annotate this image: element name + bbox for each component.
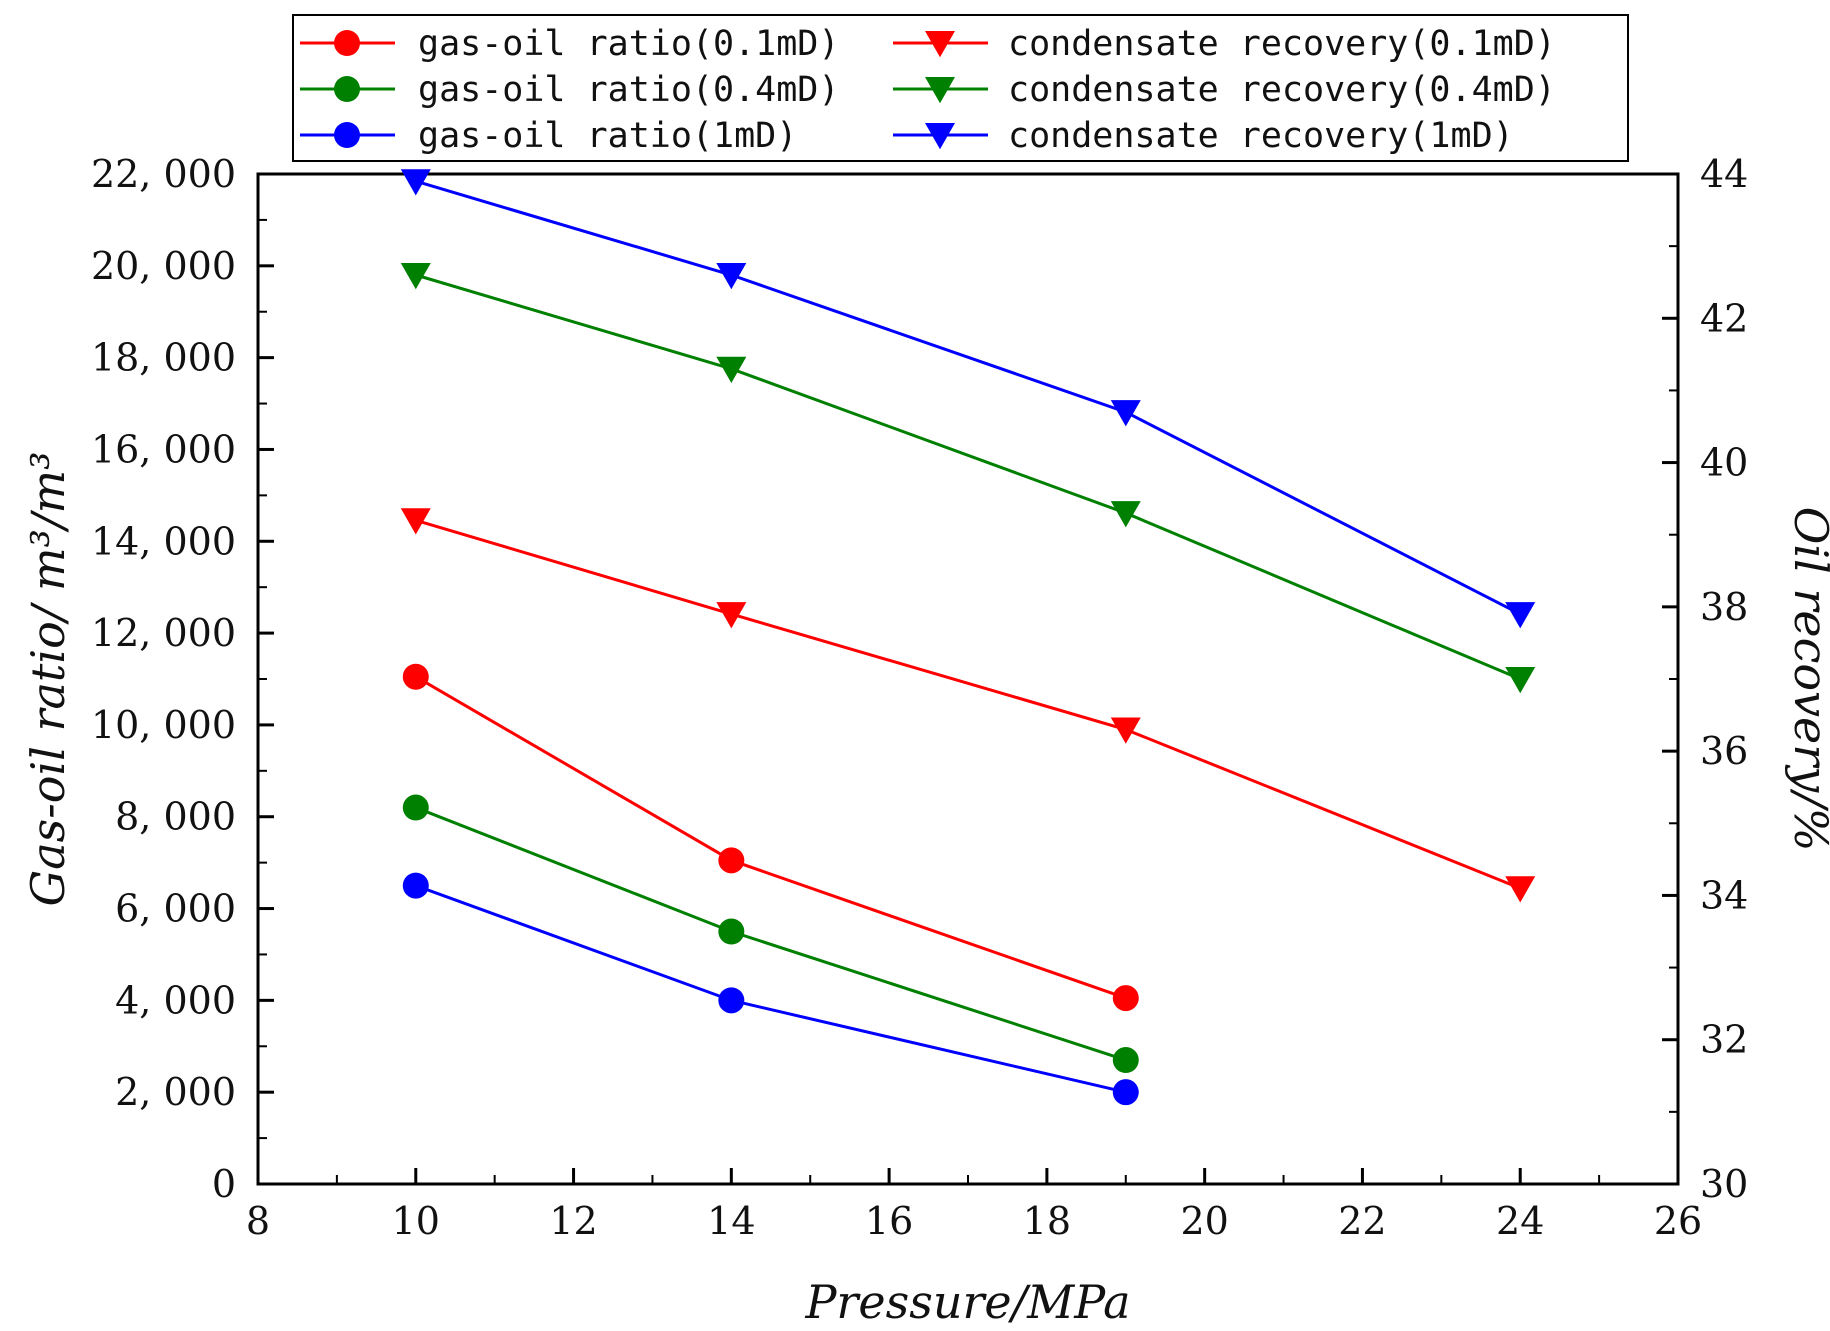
x-tick-label: 8 bbox=[246, 1199, 270, 1243]
y-right-tick-label: 44 bbox=[1700, 152, 1748, 196]
legend-item: condensate recovery(0.1mD) bbox=[893, 24, 1556, 64]
y-left-tick-label: 8, 000 bbox=[115, 795, 236, 839]
data-point-circle bbox=[1112, 1047, 1139, 1074]
legend-marker-triangle bbox=[925, 31, 955, 58]
series-line bbox=[415, 518, 1521, 890]
legend-item: condensate recovery(1mD) bbox=[893, 116, 1514, 156]
y-left-tick-label: 0 bbox=[212, 1162, 236, 1206]
x-tick-label: 24 bbox=[1496, 1199, 1544, 1243]
data-point-triangle bbox=[1110, 501, 1141, 528]
data-point-circle bbox=[1112, 985, 1139, 1012]
series-line bbox=[415, 806, 1127, 1062]
data-point-circle bbox=[402, 663, 429, 690]
x-tick-label: 10 bbox=[392, 1199, 440, 1243]
legend-marker-triangle bbox=[925, 77, 955, 104]
y-axis-right: 30 32 34 36 38 40 42 44 bbox=[1662, 152, 1748, 1206]
legend-item: gas-oil ratio(0.4mD) bbox=[300, 70, 839, 110]
plot-frame bbox=[256, 172, 1680, 1186]
series-line bbox=[415, 179, 1521, 616]
data-point-triangle bbox=[400, 263, 431, 290]
legend-item: gas-oil ratio(0.1mD) bbox=[300, 24, 839, 64]
y-left-tick-label: 16, 000 bbox=[91, 427, 236, 471]
y-right-tick-label: 30 bbox=[1700, 1162, 1748, 1206]
series-2 bbox=[402, 872, 1139, 1106]
series-3 bbox=[400, 508, 1536, 903]
data-point-circle bbox=[402, 794, 429, 821]
series-line bbox=[415, 675, 1127, 1000]
series-4 bbox=[400, 263, 1536, 694]
legend-item: condensate recovery(0.4mD) bbox=[893, 70, 1556, 110]
legend-marker-circle bbox=[334, 122, 360, 148]
data-point-circle bbox=[718, 987, 745, 1014]
data-point-triangle bbox=[400, 169, 431, 196]
series-line bbox=[415, 273, 1521, 681]
x-tick-label: 12 bbox=[549, 1199, 597, 1243]
y-right-tick-label: 34 bbox=[1700, 873, 1748, 917]
legend-label: gas-oil ratio(0.1mD) bbox=[418, 24, 839, 64]
legend-label: gas-oil ratio(1mD) bbox=[418, 116, 797, 156]
y-right-tick-label: 32 bbox=[1700, 1018, 1748, 1062]
series-0 bbox=[402, 663, 1139, 1012]
series-5 bbox=[400, 169, 1536, 629]
y-left-tick-label: 10, 000 bbox=[91, 703, 236, 747]
legend-label: gas-oil ratio(0.4mD) bbox=[418, 70, 839, 110]
legend-marker-circle bbox=[334, 76, 360, 102]
data-point-circle bbox=[1112, 1079, 1139, 1106]
data-point-triangle bbox=[1110, 400, 1141, 427]
series-line bbox=[415, 884, 1127, 1094]
x-axis-title: Pressure/MPa bbox=[804, 1275, 1130, 1329]
y-right-tick-label: 36 bbox=[1700, 729, 1748, 773]
x-tick-label: 18 bbox=[1023, 1199, 1071, 1243]
data-point-triangle bbox=[400, 508, 431, 535]
y-left-tick-label: 22, 000 bbox=[91, 152, 236, 196]
y-right-tick-label: 40 bbox=[1700, 441, 1748, 485]
y-axis-left: 0 2, 000 4, 000 6, 000 8, 000 10, 000 12, 000 1… bbox=[91, 152, 274, 1206]
legend: gas-oil ratio(0.1mD) condensate recovery(… bbox=[292, 14, 1629, 162]
data-point-triangle bbox=[1505, 602, 1536, 629]
data-point-triangle bbox=[1505, 667, 1536, 694]
x-axis: 8 10 12 14 16 18 20 22 24 26 bbox=[246, 1168, 1702, 1243]
y-left-tick-label: 18, 000 bbox=[91, 336, 236, 380]
y-left-tick-label: 6, 000 bbox=[115, 887, 236, 931]
legend-label: condensate recovery(0.4mD) bbox=[1008, 70, 1556, 110]
legend-marker-circle bbox=[334, 30, 360, 56]
y-axis-right-title: Oil recovery/% bbox=[1784, 507, 1830, 852]
x-tick-label: 22 bbox=[1338, 1199, 1386, 1243]
y-right-tick-label: 38 bbox=[1700, 585, 1748, 629]
y-right-tick-label: 42 bbox=[1700, 296, 1748, 340]
data-point-triangle bbox=[1505, 876, 1536, 903]
y-left-tick-label: 14, 000 bbox=[91, 519, 236, 563]
x-tick-label: 20 bbox=[1180, 1199, 1228, 1243]
x-tick-label: 16 bbox=[865, 1199, 913, 1243]
legend-item: gas-oil ratio(1mD) bbox=[300, 116, 797, 156]
y-left-tick-label: 2, 000 bbox=[115, 1070, 236, 1114]
data-point-circle bbox=[402, 872, 429, 899]
y-axis-left-title: Gas-oil ratio/ m³/m³ bbox=[21, 451, 75, 906]
legend-label: condensate recovery(0.1mD) bbox=[1008, 24, 1556, 64]
data-point-triangle bbox=[716, 263, 747, 290]
y-left-tick-label: 12, 000 bbox=[91, 611, 236, 655]
y-left-tick-label: 20, 000 bbox=[91, 244, 236, 288]
data-point-triangle bbox=[716, 356, 747, 384]
x-tick-label: 26 bbox=[1654, 1199, 1702, 1243]
y-left-tick-label: 4, 000 bbox=[115, 978, 236, 1022]
series-layer bbox=[400, 169, 1536, 1106]
data-point-circle bbox=[718, 847, 745, 874]
data-point-circle bbox=[718, 918, 745, 945]
legend-label: condensate recovery(1mD) bbox=[1008, 116, 1514, 156]
series-1 bbox=[402, 794, 1139, 1074]
data-point-triangle bbox=[716, 602, 747, 629]
legend-marker-triangle bbox=[925, 123, 955, 150]
data-point-triangle bbox=[1110, 717, 1141, 744]
x-tick-label: 14 bbox=[707, 1199, 755, 1243]
